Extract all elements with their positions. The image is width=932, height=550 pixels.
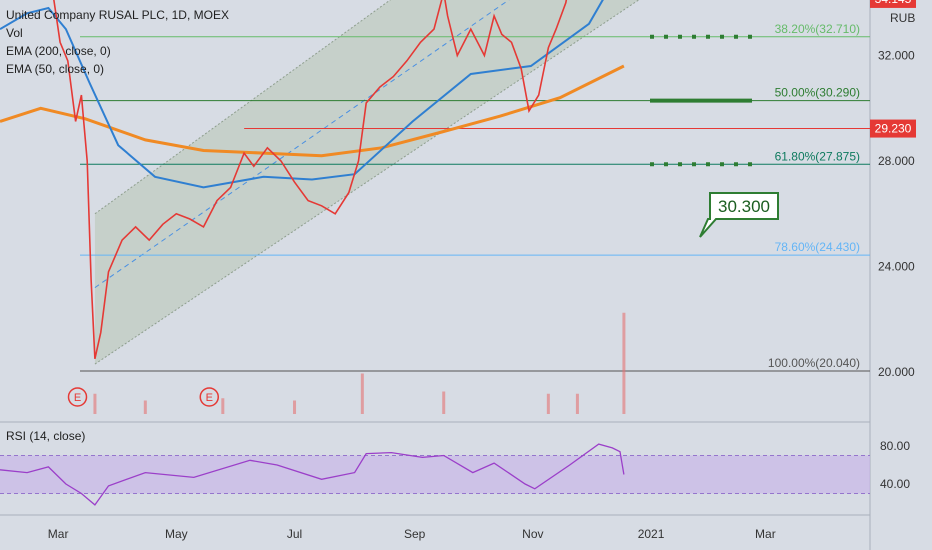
- callout-text: 30.300: [718, 197, 770, 216]
- ema200-line: [0, 64, 625, 158]
- rsi-band: [0, 455, 870, 494]
- earnings-marker: [67, 387, 88, 407]
- level-price-tag-bg: [870, 0, 916, 8]
- ema200-label[interactable]: EMA (200, close, 0): [6, 44, 111, 58]
- time-tick-label: Mar: [755, 527, 776, 541]
- earnings-marker: [199, 387, 220, 407]
- symbol-title[interactable]: United Company RUSAL PLC, 1D, MOEX: [6, 8, 229, 22]
- time-tick-label: May: [165, 527, 188, 541]
- rsi-label: RSI (14, close): [6, 429, 85, 443]
- earnings-marker-label: E: [206, 392, 213, 404]
- level-price-tag: 29.230: [875, 122, 912, 136]
- fib-level-label: 50.00%(30.290): [775, 86, 860, 100]
- price-line: [53, 0, 568, 359]
- rsi-tick-label: 40.00: [880, 477, 910, 491]
- volume-bar: [575, 393, 579, 414]
- fib-level-label: 38.20%(32.710): [775, 22, 860, 36]
- price-tick-label: 20.000: [878, 365, 915, 379]
- rsi-line: [0, 443, 625, 506]
- ema50-label[interactable]: EMA (50, close, 0): [6, 62, 105, 76]
- price-tick-label: 24.000: [878, 260, 915, 274]
- volume-bar: [546, 393, 550, 414]
- volume-label[interactable]: Vol: [6, 26, 23, 40]
- time-tick-label: Sep: [404, 527, 426, 541]
- time-tick-label: Nov: [522, 527, 543, 541]
- fib-level-label: 61.80%(27.875): [775, 149, 860, 163]
- price-tick-label: 32.000: [878, 49, 915, 63]
- volume-bar: [622, 312, 626, 414]
- channel-fill: [94, 0, 639, 365]
- volume-bar: [442, 391, 446, 414]
- level-price-tag-bg: [870, 119, 916, 138]
- channel-upper-line: [94, 0, 392, 215]
- volume-bar: [293, 400, 297, 414]
- volume-bar: [93, 393, 97, 414]
- volume-bar: [143, 400, 147, 414]
- fib-level-label: 100.00%(20.040): [768, 356, 860, 370]
- time-tick-label: Jul: [287, 527, 302, 541]
- currency-label: RUB: [890, 11, 915, 25]
- legend: United Company RUSAL PLC, 1D, MOEX Vol E…: [6, 6, 229, 78]
- time-tick-label: 2021: [638, 527, 665, 541]
- level-price-tag: 34.145: [875, 0, 912, 6]
- rsi-tick-label: 80.00: [880, 439, 910, 453]
- volume-bar: [360, 373, 364, 414]
- price-tick-label: 28.000: [878, 154, 915, 168]
- time-tick-label: Mar: [48, 527, 69, 541]
- earnings-marker-label: E: [74, 392, 81, 404]
- callout-box: [699, 192, 779, 238]
- fib-level-label: 78.60%(24.430): [775, 240, 860, 254]
- volume-bar: [221, 398, 225, 414]
